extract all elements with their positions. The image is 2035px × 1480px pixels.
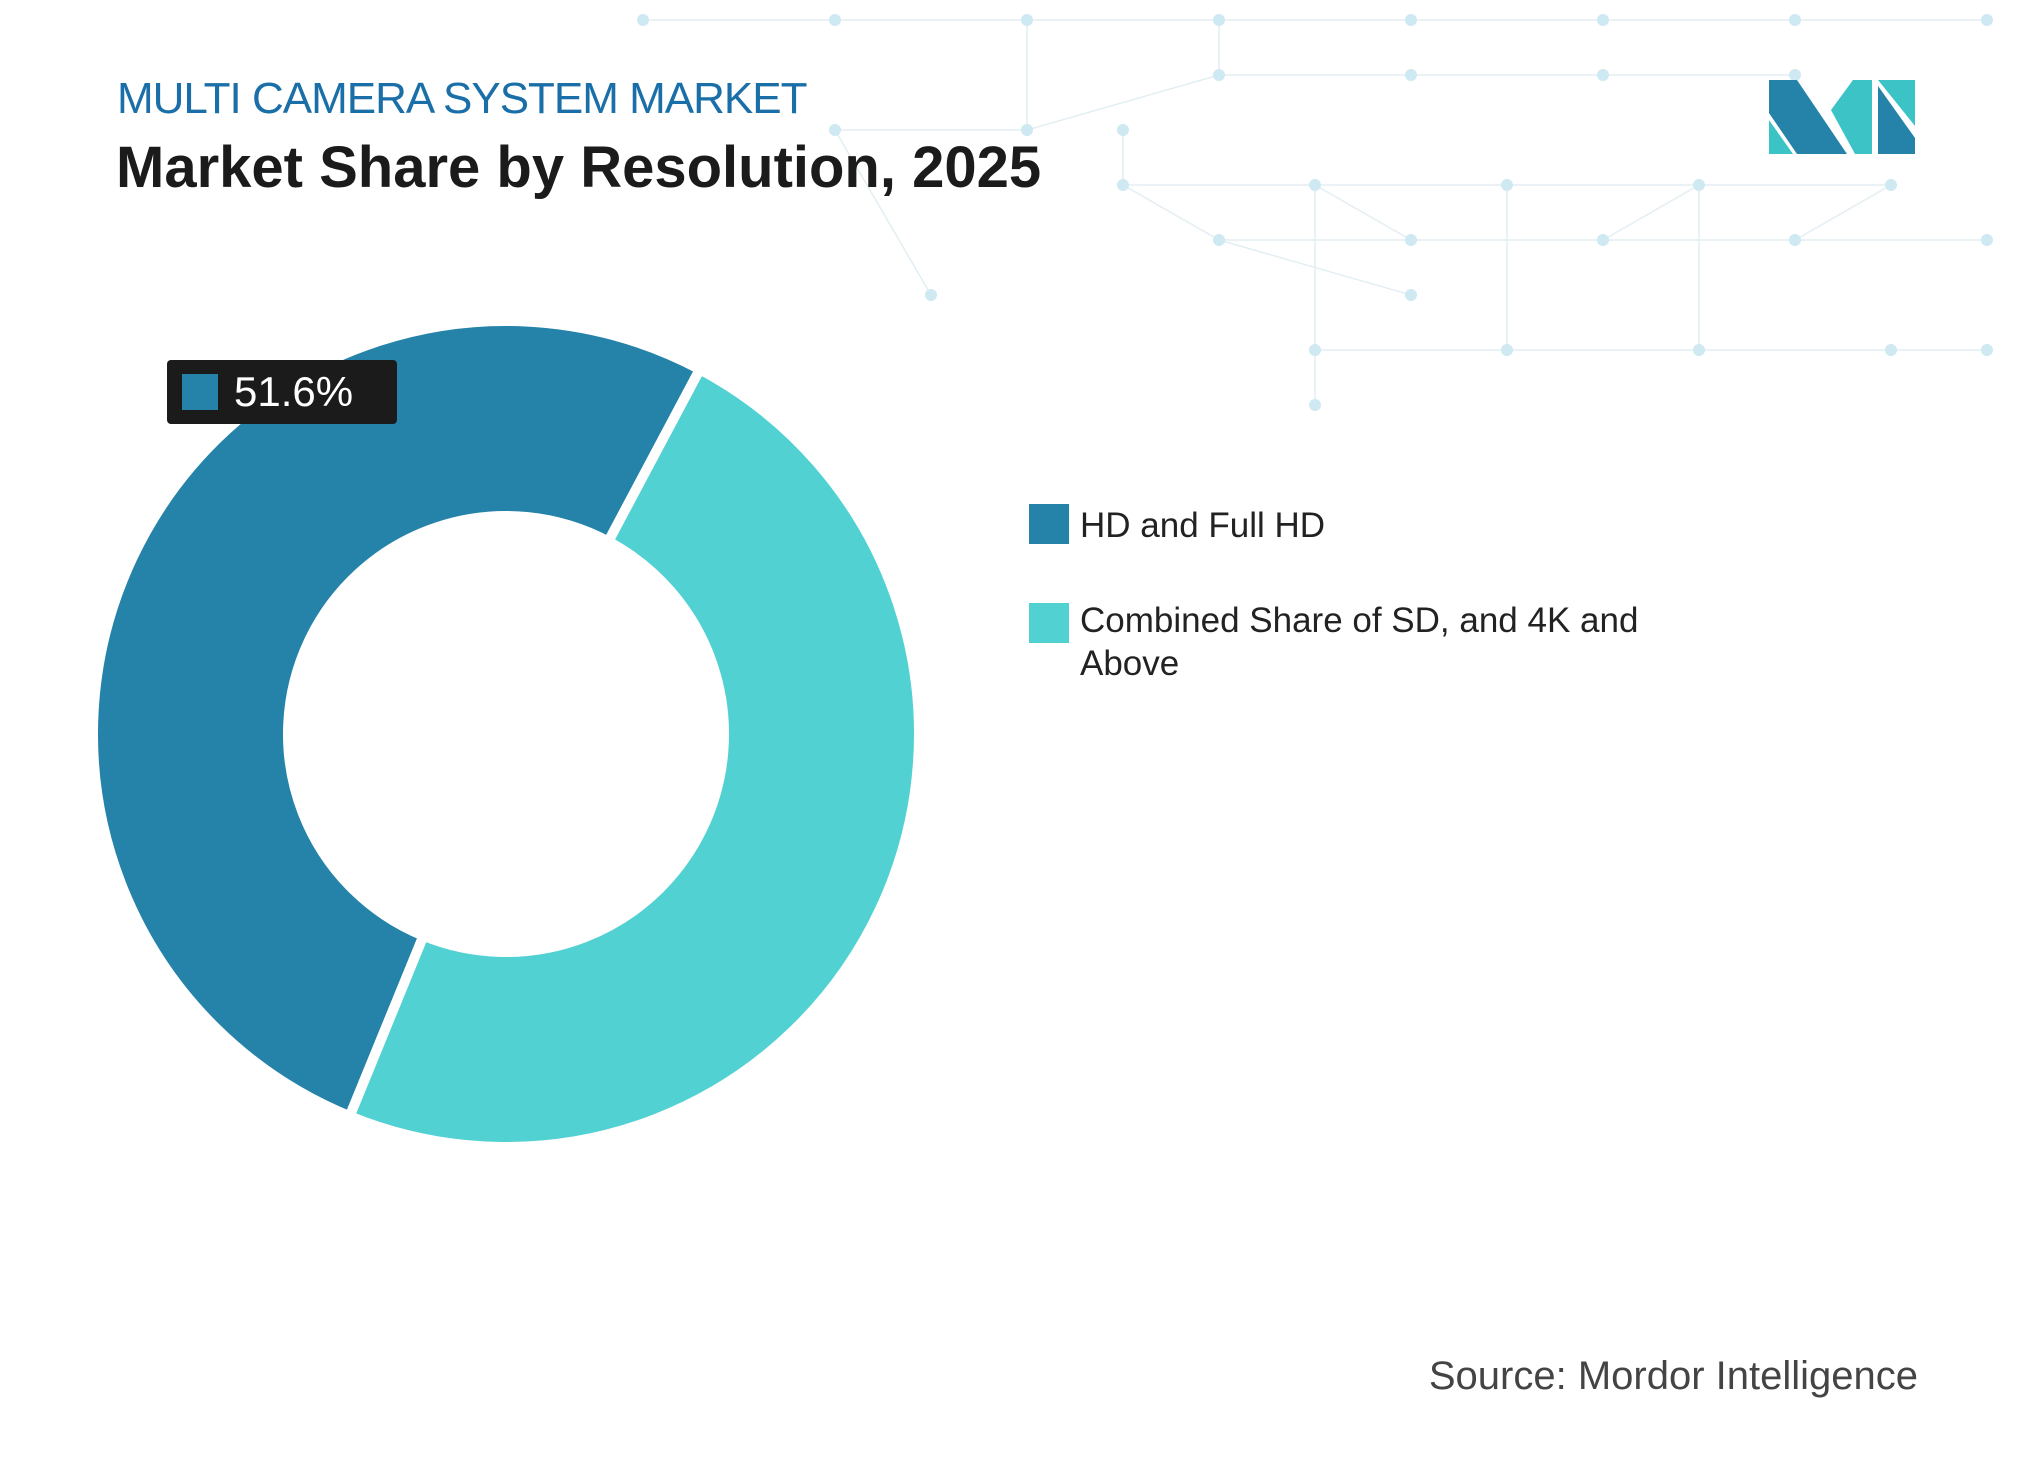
legend-label: Combined Share of SD, and 4K and Above [1080, 601, 1639, 683]
pattern-dot [1981, 234, 1993, 246]
pattern-dot [1789, 69, 1801, 81]
legend-swatch [1029, 504, 1069, 544]
donut-slice-hd [88, 316, 707, 1123]
legend-item-combined: Combined Share of SD, and 4K and Above [1029, 599, 1640, 685]
pattern-dot [1405, 289, 1417, 301]
pattern-dot [1981, 344, 1993, 356]
pattern-dot [829, 14, 841, 26]
pattern-dot [1597, 14, 1609, 26]
pattern-dot [1021, 124, 1033, 136]
source-note: Source: Mordor Intelligence [1428, 1354, 1918, 1398]
pattern-dot [1405, 234, 1417, 246]
pattern-dot [1117, 124, 1129, 136]
pattern-dot [637, 14, 649, 26]
chart-title: Market Share by Resolution, 2025 [116, 135, 1042, 200]
chart-eyebrow: MULTI CAMERA SYSTEM MARKET [117, 74, 807, 123]
pattern-line [1794, 184, 1892, 241]
data-label-hd: 51.6% [167, 360, 397, 424]
pattern-dot [1309, 344, 1321, 356]
pattern-dot [1885, 179, 1897, 191]
pattern-line [834, 129, 932, 296]
pattern-dot [1501, 179, 1513, 191]
pattern-dot [1597, 69, 1609, 81]
pattern-dot [1693, 179, 1705, 191]
pattern-dot [829, 124, 841, 136]
pattern-dot [1693, 344, 1705, 356]
legend-label: HD and Full HD [1080, 506, 1326, 545]
donut-slice-combined [343, 362, 925, 1152]
pattern-dot [1405, 69, 1417, 81]
pattern-dot [1213, 14, 1225, 26]
pattern-dot [1789, 234, 1801, 246]
pattern-line [1314, 184, 1412, 241]
pattern-dot [1789, 14, 1801, 26]
mordor-logo [1769, 80, 1915, 154]
pattern-dot [1117, 179, 1129, 191]
data-label-swatch [182, 374, 218, 410]
pattern-dot [1597, 234, 1609, 246]
pattern-line [1602, 184, 1700, 241]
pattern-dot [1885, 344, 1897, 356]
legend-swatch [1029, 603, 1069, 643]
pattern-dot [1405, 14, 1417, 26]
data-label-value: 51.6% [234, 368, 354, 415]
pattern-dot [925, 289, 937, 301]
pattern-dot [1501, 344, 1513, 356]
pattern-dot [1309, 179, 1321, 191]
pattern-dot [1981, 14, 1993, 26]
pattern-dot [1213, 234, 1225, 246]
pattern-dot [1021, 14, 1033, 26]
pattern-line [1026, 74, 1220, 131]
pattern-dot [1213, 69, 1225, 81]
legend: HD and Full HD Combined Share of SD, and… [1029, 504, 1640, 737]
legend-item-hd: HD and Full HD [1029, 504, 1640, 547]
pattern-dot [1309, 399, 1321, 411]
pattern-line [1122, 184, 1220, 241]
